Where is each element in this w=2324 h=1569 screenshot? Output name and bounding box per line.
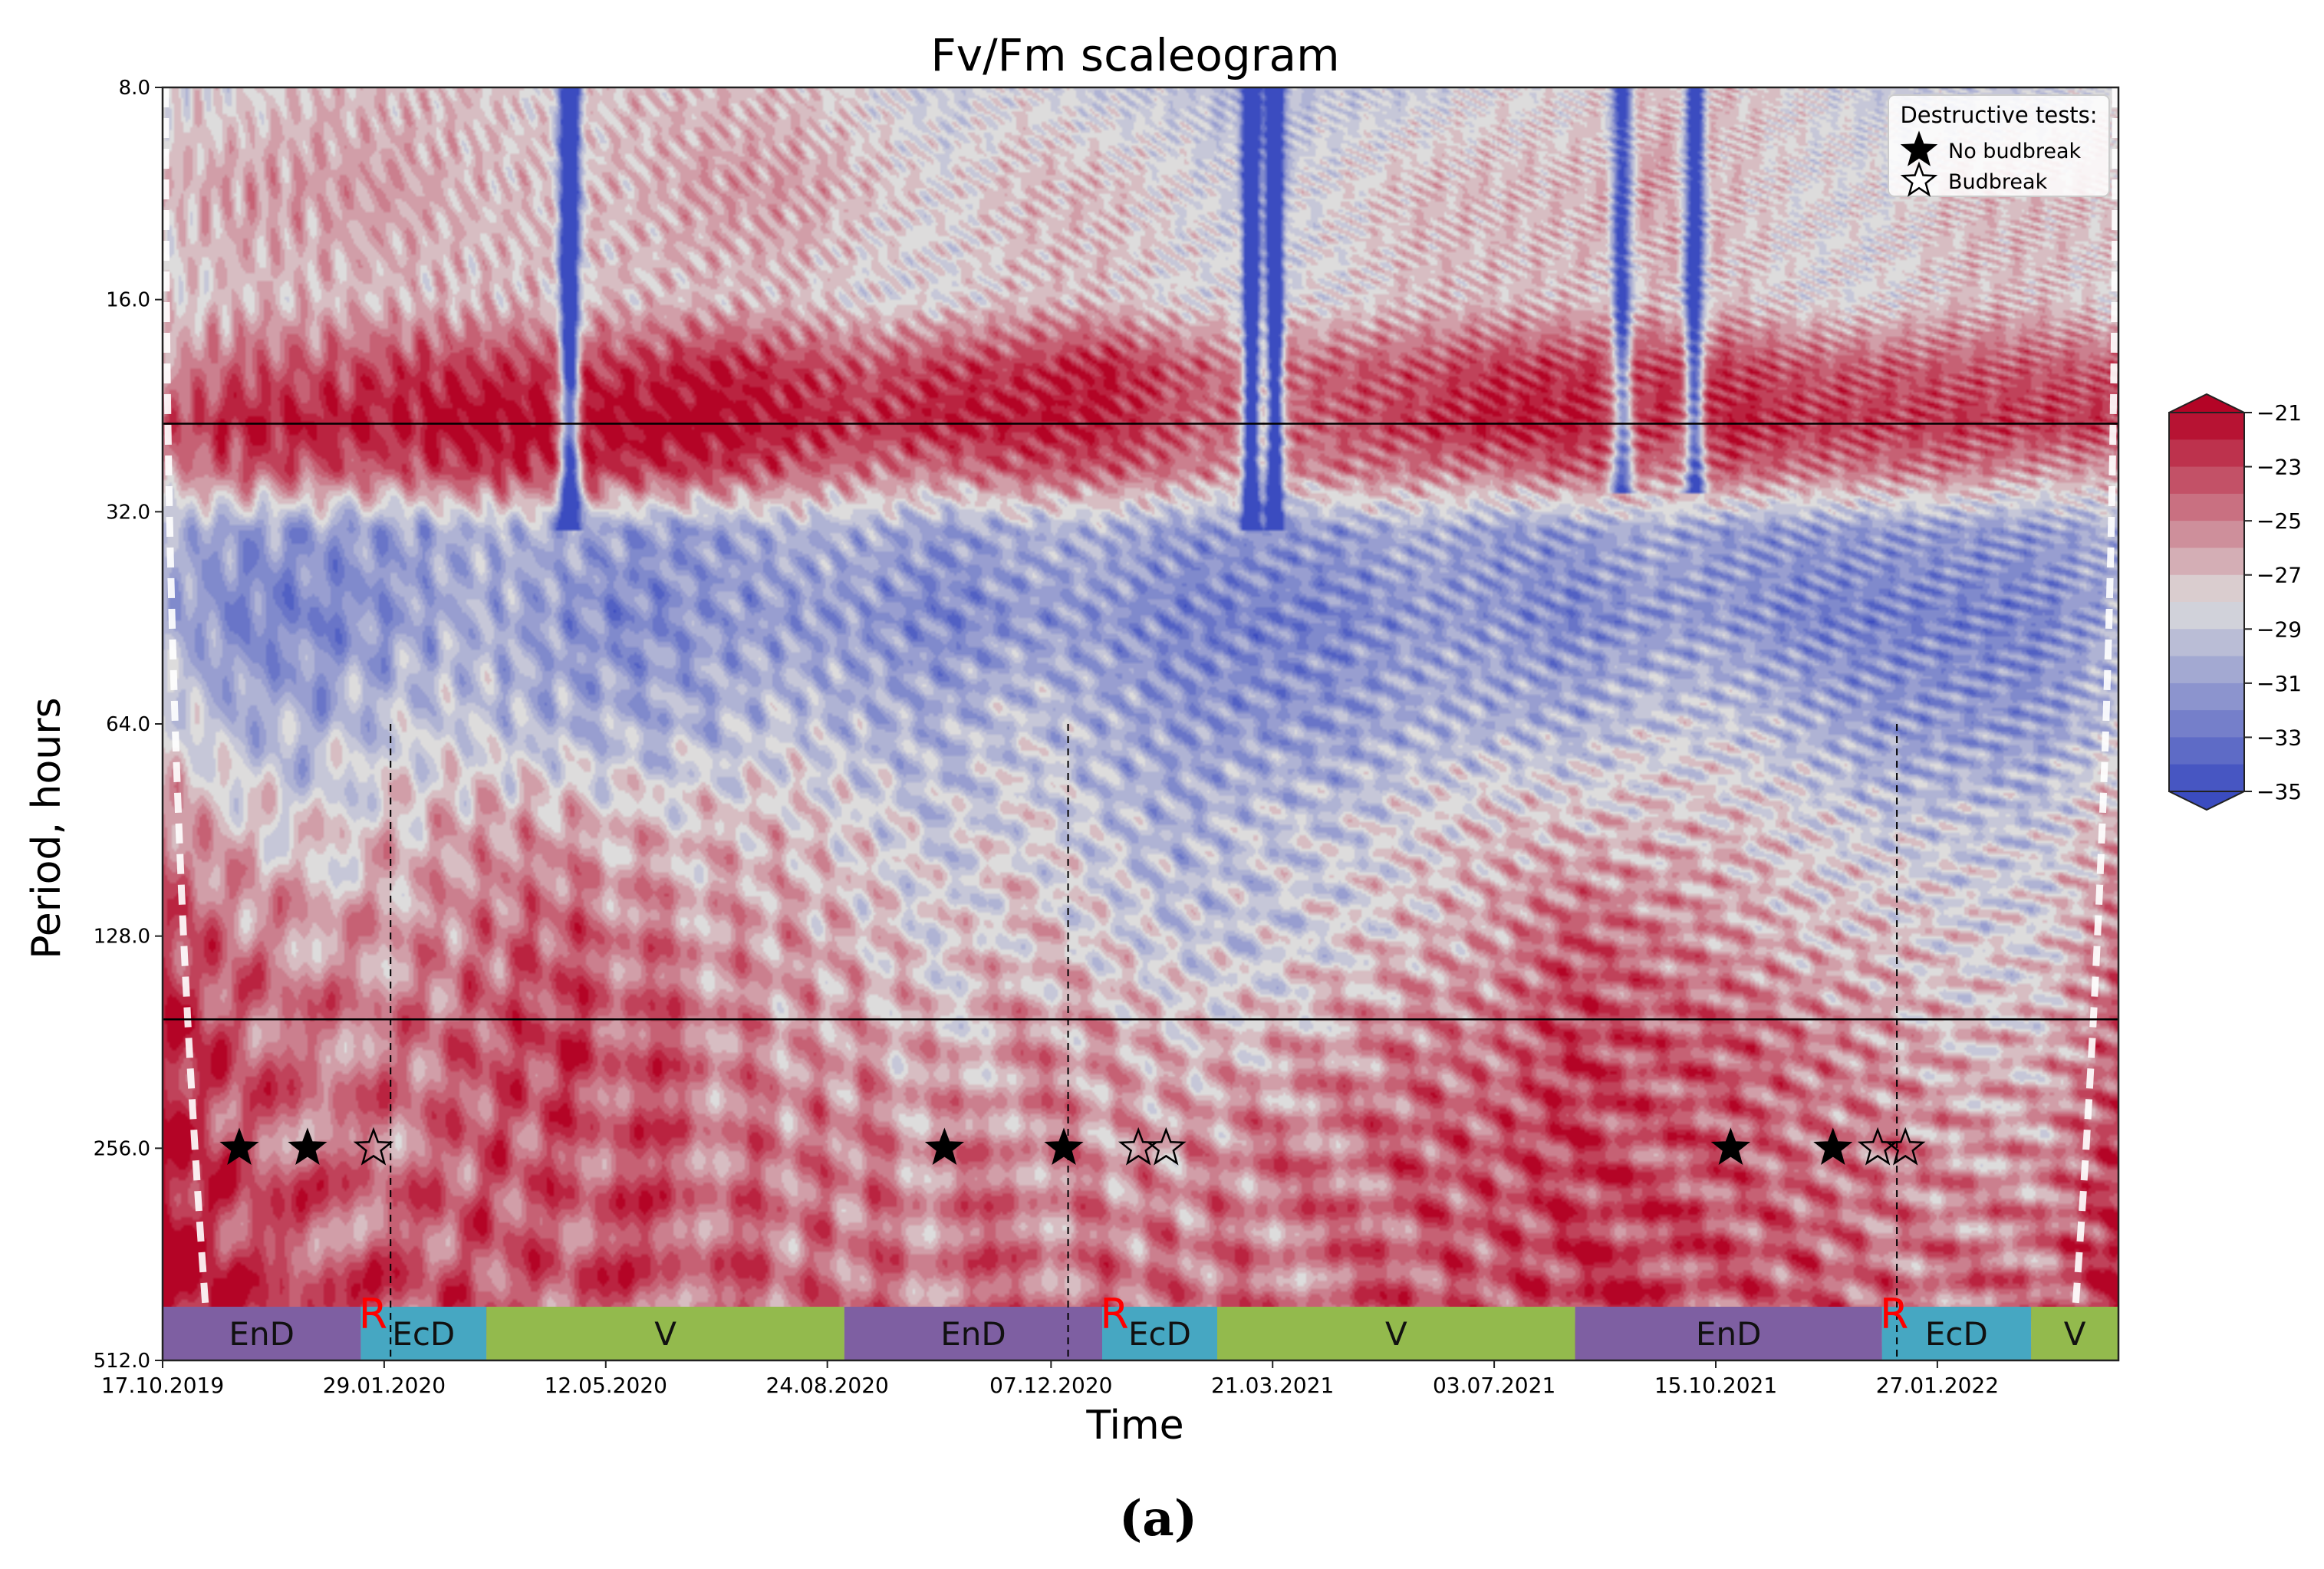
colorbar-step-8 — [2169, 629, 2244, 657]
star-budbreak-4 — [1885, 1127, 1926, 1166]
phase-label-1: EcD — [392, 1315, 455, 1353]
legend: Destructive tests: No budbreak Budbreak — [1888, 94, 2110, 197]
colorbar-step-9 — [2169, 656, 2244, 684]
x-axis-label: Time — [1085, 1403, 1183, 1449]
colorbar-tick-label-5: −31 — [2257, 671, 2302, 696]
phase-band-1 — [360, 1307, 487, 1360]
y-tick-label-1: 16.0 — [106, 289, 150, 312]
colorbar-step-5 — [2169, 548, 2244, 576]
colorbar-step-12 — [2169, 737, 2244, 765]
r-marker-2: R — [1880, 1290, 1909, 1338]
phase-label-4: EcD — [1128, 1315, 1191, 1353]
colorbar-tick-label-3: −27 — [2257, 563, 2302, 588]
cone-of-influence-right — [2068, 87, 2119, 1361]
colorbar: −21 −23 −25 −27 −29 −31 −33 −35 — [2168, 393, 2302, 811]
phase-band-5 — [1217, 1307, 1575, 1360]
colorbar-tick-label-1: −23 — [2257, 455, 2302, 480]
phase-label-7: EcD — [1925, 1315, 1988, 1353]
phase-label-6: EnD — [1696, 1315, 1762, 1353]
colorbar-extend-top — [2168, 393, 2245, 413]
x-tick-label-8: 27.01.2022 — [1876, 1373, 1999, 1398]
phase-label-2: V — [654, 1315, 676, 1353]
colorbar-tick-label-4: −29 — [2257, 617, 2302, 642]
phase-band-0 — [163, 1307, 361, 1360]
figure-label: (a) — [1119, 1490, 1197, 1548]
phase-label-0: EnD — [229, 1315, 295, 1353]
colorbar-tick-label-2: −25 — [2257, 508, 2302, 534]
r-marker-1: R — [1100, 1290, 1129, 1338]
colorbar-step-0 — [2169, 413, 2244, 440]
colorbar-tick-label-0: −21 — [2257, 400, 2302, 426]
y-tick-label-3: 64.0 — [106, 713, 150, 736]
legend-marker-1 — [1900, 161, 1938, 197]
chart-title: Fv/Fm scaleogram — [930, 29, 1339, 81]
colorbar-step-10 — [2169, 683, 2244, 711]
colorbar-step-4 — [2169, 521, 2244, 549]
y-tick-label-2: 32.0 — [106, 501, 150, 524]
phase-label-3: EnD — [940, 1315, 1006, 1353]
phase-band-2 — [486, 1307, 844, 1360]
colorbar-extend-bottom — [2168, 791, 2245, 811]
x-tick-label-3: 24.08.2020 — [766, 1373, 889, 1398]
phase-band-8 — [2031, 1307, 2118, 1360]
colorbar-frame — [2168, 412, 2245, 792]
legend-entry-1: Budbreak — [1948, 170, 2048, 194]
y-axis-label: Period, hours — [24, 697, 70, 959]
colorbar-step-7 — [2169, 602, 2244, 630]
colorbar-step-1 — [2169, 439, 2244, 468]
star-no-budbreak-2 — [924, 1127, 965, 1166]
colorbar-step-13 — [2169, 764, 2244, 792]
phase-label-5: V — [1385, 1315, 1407, 1353]
x-tick-label-0: 17.10.2019 — [101, 1373, 224, 1398]
star-budbreak-2 — [1146, 1127, 1187, 1166]
phase-label-8: V — [2064, 1315, 2086, 1353]
plot-area: EnD EcD V EnD EcD V EnD EcD V R R R — [162, 87, 2119, 1361]
star-no-budbreak-5 — [1813, 1127, 1853, 1166]
star-no-budbreak-1 — [288, 1127, 328, 1166]
x-tick-label-5: 21.03.2021 — [1211, 1373, 1334, 1398]
legend-entry-0: No budbreak — [1948, 140, 2081, 163]
y-tick-label-4: 128.0 — [94, 926, 150, 949]
x-tick-label-7: 15.10.2021 — [1654, 1373, 1777, 1398]
y-tick-label-0: 8.0 — [119, 77, 150, 100]
star-budbreak-0 — [353, 1127, 394, 1166]
r-marker-0: R — [359, 1290, 388, 1338]
y-tick-label-6: 512.0 — [94, 1350, 150, 1373]
axes: 8.0 16.0 32.0 64.0 128.0 256.0 512.017.10.2019… — [94, 77, 2120, 1398]
star-no-budbreak-4 — [1710, 1127, 1751, 1166]
colorbar-step-6 — [2169, 574, 2244, 603]
x-tick-label-6: 03.07.2021 — [1433, 1373, 1555, 1398]
scaleogram-heatmap — [163, 87, 2118, 1360]
phase-band-4 — [1102, 1307, 1217, 1360]
star-no-budbreak-3 — [1044, 1127, 1084, 1166]
x-tick-label-1: 29.01.2020 — [323, 1373, 446, 1398]
x-tick-label-4: 07.12.2020 — [989, 1373, 1112, 1398]
colorbar-step-2 — [2169, 466, 2244, 495]
colorbar-tick-label-6: −33 — [2257, 725, 2302, 750]
colorbar-tick-label-7: −35 — [2257, 779, 2302, 804]
legend-title: Destructive tests: — [1900, 102, 2097, 128]
legend-marker-0 — [1900, 130, 1938, 166]
phase-band-6 — [1575, 1307, 1882, 1360]
star-no-budbreak-0 — [219, 1127, 259, 1166]
legend-box — [1888, 94, 2110, 197]
y-tick-label-5: 256.0 — [94, 1137, 150, 1160]
phase-band-7 — [1881, 1307, 2032, 1360]
colorbar-step-3 — [2169, 493, 2244, 521]
cone-of-influence-left — [162, 87, 213, 1361]
colorbar-step-11 — [2169, 710, 2244, 738]
x-tick-label-2: 12.05.2020 — [545, 1373, 667, 1398]
phase-band-3 — [844, 1307, 1102, 1360]
